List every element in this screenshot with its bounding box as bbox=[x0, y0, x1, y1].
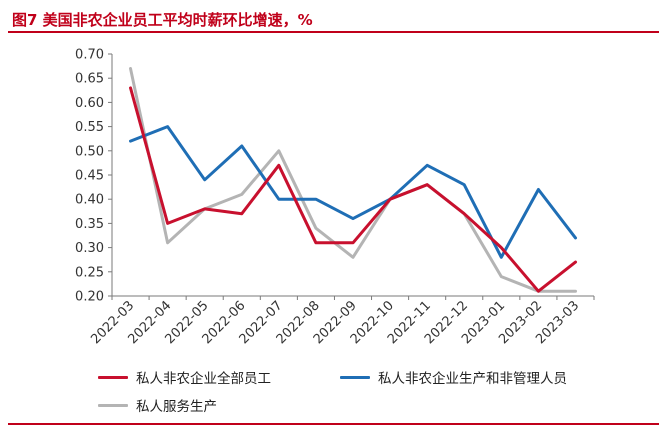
y-tick-label: 0.35 bbox=[75, 217, 104, 232]
chart-title: 图7 美国非农企业员工平均时薪环比增速，% bbox=[12, 11, 313, 29]
y-tick-label: 0.65 bbox=[75, 72, 104, 87]
y-tick-label: 0.30 bbox=[75, 241, 104, 256]
y-tick-label: 0.70 bbox=[75, 48, 104, 63]
y-tick-label: 0.20 bbox=[75, 290, 104, 305]
y-tick-label: 0.25 bbox=[75, 265, 104, 280]
y-tick-label: 0.50 bbox=[75, 144, 104, 159]
y-tick-label: 0.60 bbox=[75, 96, 104, 111]
series-line-1 bbox=[129, 125, 577, 259]
top-divider bbox=[8, 31, 659, 33]
y-tick-label: 0.55 bbox=[75, 120, 104, 135]
y-tick-label: 0.45 bbox=[75, 169, 104, 184]
series-line-0 bbox=[129, 86, 577, 293]
y-tick-label: 0.40 bbox=[75, 193, 104, 208]
bottom-divider bbox=[8, 423, 659, 425]
